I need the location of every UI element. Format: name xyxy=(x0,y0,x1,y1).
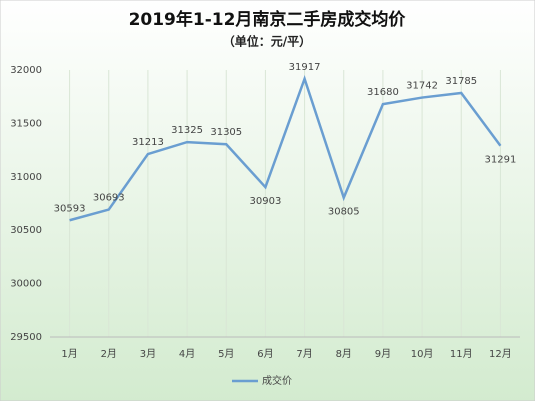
y-tick-label: 29500 xyxy=(10,332,42,343)
legend-label: 成交价 xyxy=(262,374,292,387)
x-tick-label: 11月 xyxy=(450,348,473,360)
data-label: 31742 xyxy=(406,81,438,92)
y-tick-label: 31500 xyxy=(10,118,42,129)
data-label: 31917 xyxy=(289,62,321,73)
x-tick-label: 5月 xyxy=(218,348,234,360)
y-tick-label: 31000 xyxy=(10,172,42,183)
data-label: 31785 xyxy=(445,76,477,87)
y-tick-label: 30500 xyxy=(10,225,42,236)
data-label: 31291 xyxy=(485,155,517,166)
chart-subtitle: （单位：元/平） xyxy=(223,34,311,49)
data-label: 30903 xyxy=(250,196,282,207)
x-tick-label: 12月 xyxy=(489,348,512,360)
x-tick-label: 3月 xyxy=(140,348,156,360)
data-label: 30805 xyxy=(328,207,360,218)
line xyxy=(69,75,502,222)
data-label: 31305 xyxy=(210,127,242,138)
x-tick-label: 9月 xyxy=(375,348,391,360)
data-label: 30693 xyxy=(93,193,125,204)
x-tick-label: 7月 xyxy=(296,348,312,360)
x-tick-label: 8月 xyxy=(336,348,352,360)
x-tick-label: 1月 xyxy=(61,348,77,360)
x-tick-label: 2月 xyxy=(101,348,117,360)
x-tick-label: 6月 xyxy=(257,348,273,360)
data-label: 30593 xyxy=(54,203,86,214)
x-tick-label: 4月 xyxy=(179,348,195,360)
y-tick-label: 32000 xyxy=(10,65,42,76)
x-tick-label: 10月 xyxy=(411,348,434,360)
chart-title: 2019年1-12月南京二手房成交均价 xyxy=(129,9,407,30)
data-label: 31213 xyxy=(132,137,164,148)
y-tick-label: 30000 xyxy=(10,279,42,290)
data-label: 31325 xyxy=(171,125,203,136)
data-label: 31680 xyxy=(367,87,399,98)
